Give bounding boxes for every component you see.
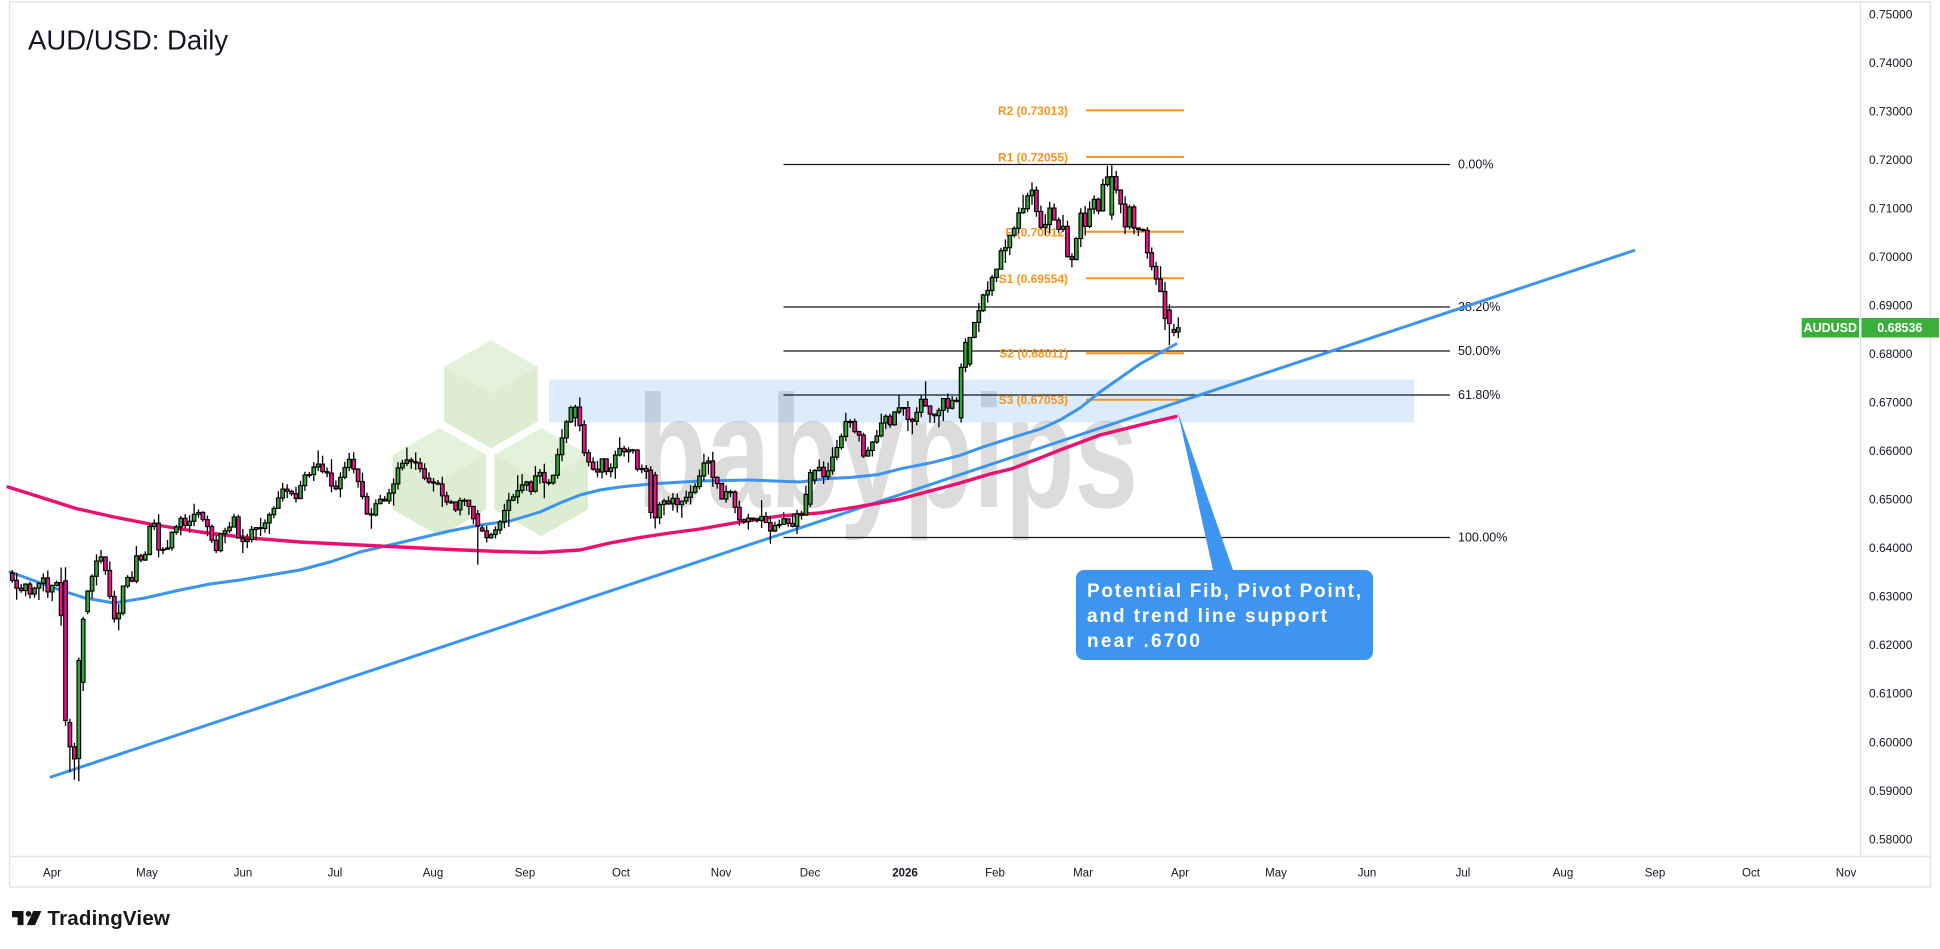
svg-text:R2 (0.73013): R2 (0.73013) [998,104,1068,118]
svg-text:0.00%: 0.00% [1458,158,1493,172]
svg-text:50.00%: 50.00% [1458,344,1500,358]
svg-text:0.59000: 0.59000 [1869,784,1913,798]
svg-text:0.60000: 0.60000 [1869,735,1913,749]
svg-text:Nov: Nov [711,868,732,880]
svg-text:0.72000: 0.72000 [1869,153,1913,167]
svg-text:Jun: Jun [234,868,253,880]
svg-text:0.66000: 0.66000 [1869,444,1913,458]
svg-text:Aug: Aug [1553,868,1573,880]
svg-text:R1 (0.72055): R1 (0.72055) [998,150,1068,164]
svg-text:Aug: Aug [423,868,443,880]
svg-text:0.65000: 0.65000 [1869,493,1913,507]
svg-text:AUD/USD: Daily: AUD/USD: Daily [28,25,228,56]
svg-text:Sep: Sep [1645,868,1665,880]
svg-text:Apr: Apr [43,868,61,880]
svg-text:0.68000: 0.68000 [1869,347,1913,361]
svg-text:AUDUSD: AUDUSD [1804,321,1857,335]
svg-text:S3 (0.67053): S3 (0.67053) [999,393,1068,407]
svg-text:and trend line support: and trend line support [1087,606,1328,627]
svg-text:61.80%: 61.80% [1458,388,1500,402]
svg-text:May: May [1265,868,1287,880]
svg-text:Dec: Dec [800,868,821,880]
svg-text:0.61000: 0.61000 [1869,687,1913,701]
svg-text:S1 (0.69554): S1 (0.69554) [999,272,1068,286]
svg-text:0.69000: 0.69000 [1869,299,1913,313]
svg-text:0.73000: 0.73000 [1869,104,1913,118]
svg-text:0.63000: 0.63000 [1869,590,1913,604]
svg-text:0.70000: 0.70000 [1869,250,1913,264]
svg-text:0.62000: 0.62000 [1869,638,1913,652]
svg-text:Jul: Jul [328,868,343,880]
svg-text:May: May [136,868,158,880]
svg-text:P (0.70512): P (0.70512) [1006,225,1069,239]
svg-text:0.71000: 0.71000 [1869,201,1913,215]
svg-text:100.00%: 100.00% [1458,531,1507,545]
svg-text:Feb: Feb [985,868,1005,880]
svg-text:0.74000: 0.74000 [1869,56,1913,70]
svg-text:0.67000: 0.67000 [1869,396,1913,410]
svg-text:near .6700: near .6700 [1087,631,1200,652]
svg-text:38.20%: 38.20% [1458,300,1500,314]
svg-text:Jun: Jun [1358,868,1377,880]
svg-text:Apr: Apr [1171,868,1189,880]
svg-text:Nov: Nov [1836,868,1857,880]
svg-text:0.75000: 0.75000 [1869,7,1913,21]
svg-text:2026: 2026 [892,868,918,880]
svg-text:S2 (0.68011): S2 (0.68011) [999,347,1068,361]
svg-text:Potential Fib, Pivot Point,: Potential Fib, Pivot Point, [1087,581,1361,602]
svg-text:0.68536: 0.68536 [1877,321,1922,335]
svg-text:Jul: Jul [1456,868,1471,880]
svg-text:Mar: Mar [1073,868,1093,880]
svg-text:Oct: Oct [612,868,631,880]
svg-text:TradingView: TradingView [48,907,171,930]
svg-text:Oct: Oct [1742,868,1761,880]
svg-text:Sep: Sep [515,868,535,880]
svg-text:0.58000: 0.58000 [1869,832,1913,846]
svg-text:0.64000: 0.64000 [1869,541,1913,555]
